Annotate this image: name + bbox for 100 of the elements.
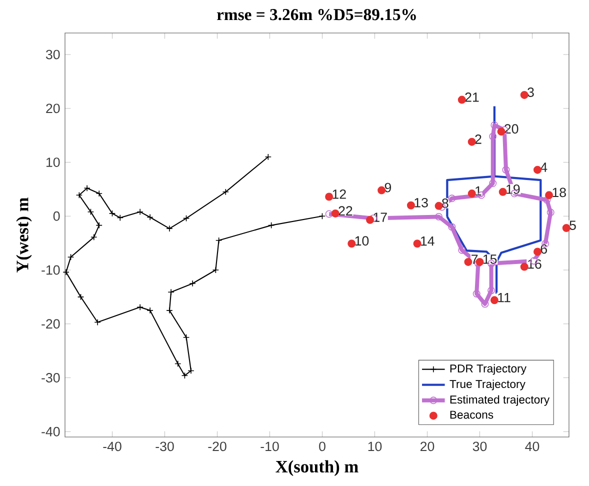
point <box>490 121 498 129</box>
x-tick-label: 10 <box>368 442 382 452</box>
point <box>533 248 542 256</box>
chart-title: rmse = 3.26m %D5=89.15% <box>216 8 416 20</box>
point <box>520 262 528 271</box>
point <box>67 254 74 260</box>
point <box>264 154 272 160</box>
point <box>497 128 506 136</box>
point <box>546 208 554 216</box>
point <box>268 222 275 229</box>
point <box>406 201 415 210</box>
annotation: 2 <box>475 134 482 144</box>
y-tick-label: 20 <box>46 104 60 114</box>
point <box>222 188 229 196</box>
x-tick-label: 30 <box>472 442 487 452</box>
point <box>348 240 356 248</box>
x-tick-label: 20 <box>420 442 434 452</box>
point <box>116 214 124 222</box>
x-tick-label: 40 <box>525 442 540 452</box>
point <box>520 90 528 99</box>
annotation: 22 <box>338 206 352 216</box>
point <box>448 223 456 231</box>
point <box>146 214 154 221</box>
point <box>87 208 94 216</box>
annotation: 1 <box>476 186 482 196</box>
y-tick-label: -10 <box>42 265 60 275</box>
point <box>108 210 116 217</box>
legend-label: True Trajectory <box>450 380 526 390</box>
point <box>181 372 188 379</box>
y-tick-label: 0 <box>53 211 60 221</box>
point <box>212 266 220 274</box>
point <box>146 307 154 314</box>
point <box>331 209 340 218</box>
point <box>545 191 554 200</box>
point <box>96 222 102 229</box>
point <box>413 240 422 248</box>
annotation: 14 <box>420 236 434 246</box>
point <box>489 180 497 188</box>
point <box>468 190 476 198</box>
y-tick-label: -20 <box>42 319 60 329</box>
point <box>174 360 182 368</box>
annotation: 4 <box>540 162 548 172</box>
point <box>434 202 443 210</box>
point <box>435 212 443 220</box>
annotation: 6 <box>540 244 547 254</box>
annotation: 3 <box>528 88 534 97</box>
y-tick-label: 30 <box>46 50 60 60</box>
point <box>366 216 374 224</box>
point <box>182 214 190 222</box>
y-axis-title: Y(west) m <box>16 198 32 272</box>
point <box>188 367 194 374</box>
point <box>189 280 196 287</box>
point <box>182 334 190 341</box>
annotation: 19 <box>506 184 520 194</box>
point <box>77 294 84 300</box>
point <box>488 286 496 294</box>
point <box>166 225 173 232</box>
annotation: 11 <box>498 293 510 302</box>
annotation: 7 <box>472 254 478 264</box>
annotation: 16 <box>528 259 542 269</box>
y-tick-label: -40 <box>42 426 60 436</box>
point <box>90 234 98 240</box>
point <box>533 166 542 174</box>
x-tick-label: -30 <box>156 442 174 452</box>
point <box>464 258 472 266</box>
annotation: 15 <box>483 254 497 264</box>
annotation: 10 <box>355 236 369 246</box>
point <box>489 132 497 140</box>
point <box>84 184 90 192</box>
point <box>472 290 480 298</box>
legend-label: PDR Trajectory <box>450 364 526 375</box>
y-tick-label: -30 <box>42 373 60 382</box>
point <box>498 188 507 196</box>
point <box>325 192 334 201</box>
annotation: 12 <box>332 189 346 199</box>
y-tick-label: 10 <box>46 158 60 167</box>
point <box>325 210 333 218</box>
point <box>136 304 144 311</box>
point <box>215 237 222 244</box>
point <box>490 296 498 304</box>
point <box>502 166 510 174</box>
point <box>318 212 326 220</box>
point <box>94 318 101 326</box>
legend-label: Beacons <box>450 410 494 419</box>
x-axis-title: X(south) m <box>276 460 358 476</box>
point <box>458 96 466 104</box>
legend-label: Estimated trajectory <box>450 395 550 406</box>
point <box>96 190 102 197</box>
x-tick-label: -20 <box>208 442 226 452</box>
point <box>458 246 466 254</box>
point <box>76 192 83 198</box>
annotation: 13 <box>414 198 428 208</box>
x-tick-label: -40 <box>103 442 122 452</box>
annotation: 9 <box>384 182 392 192</box>
point <box>62 268 70 276</box>
x-tick-label: 0 <box>319 442 326 452</box>
annotation: 5 <box>570 220 576 230</box>
point <box>136 208 144 216</box>
x-tick-label: -10 <box>260 442 279 452</box>
point <box>448 194 456 202</box>
